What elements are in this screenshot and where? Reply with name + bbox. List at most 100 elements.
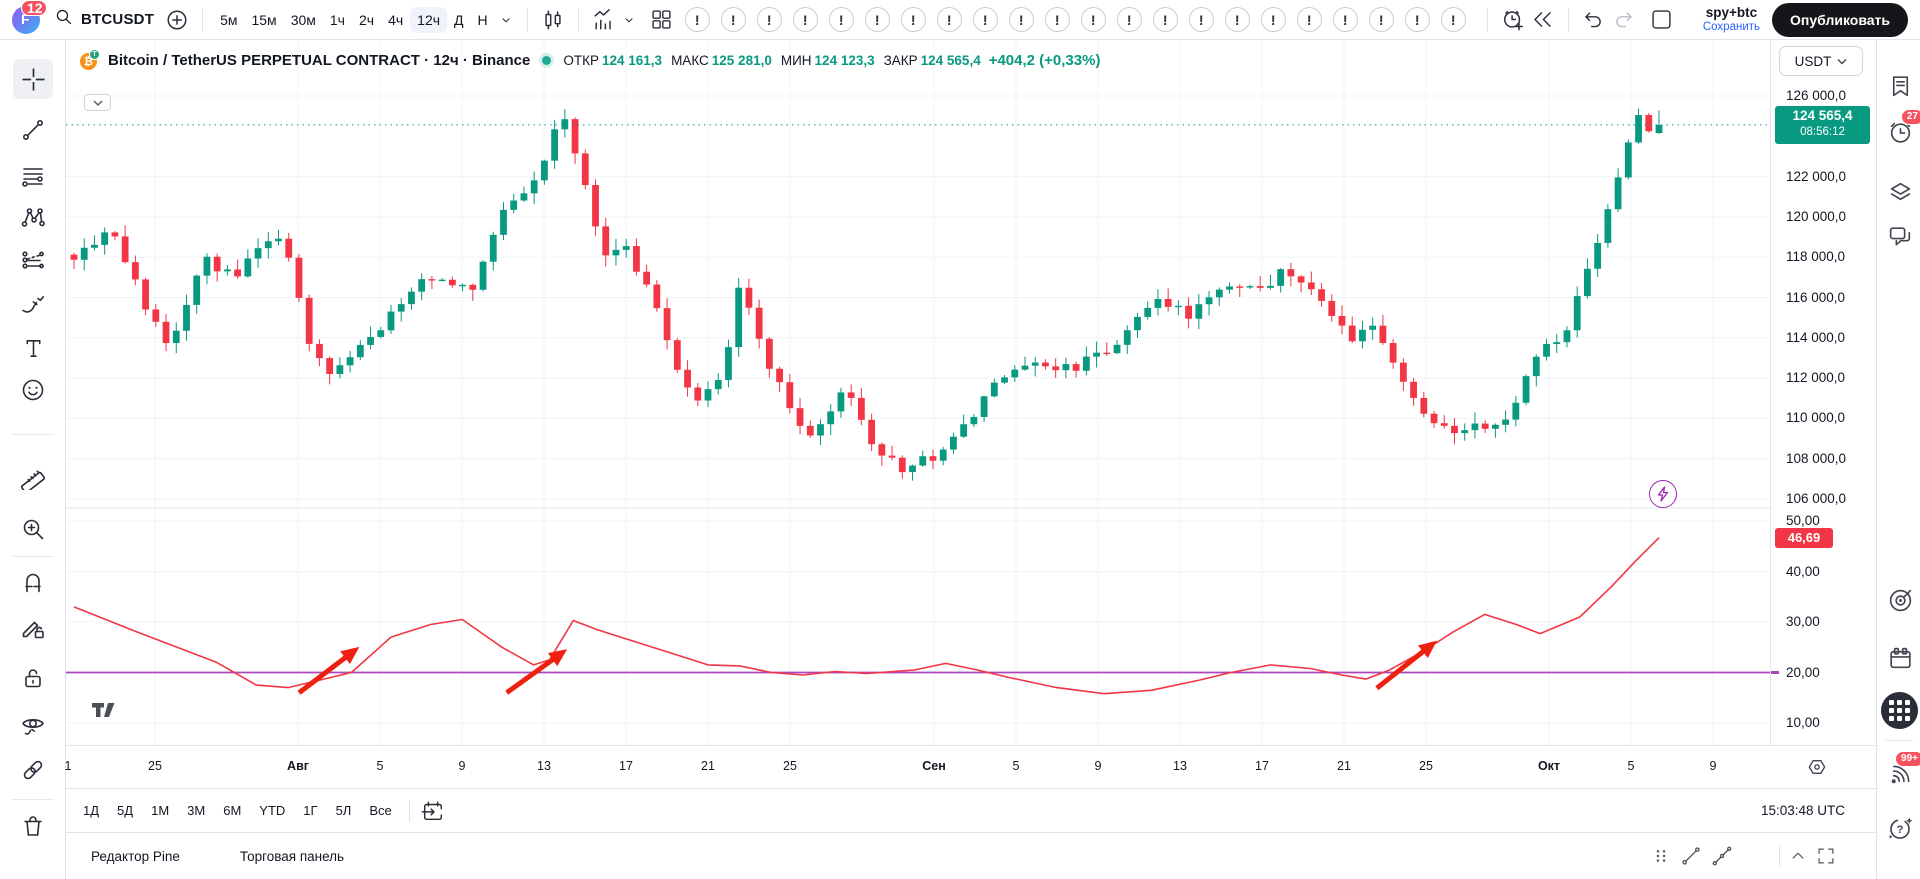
forecast-tool[interactable] [13,240,53,280]
currency-selector[interactable]: USDT [1779,46,1863,76]
create-alert-button[interactable] [1498,5,1528,35]
interval-Н[interactable]: Н [477,11,488,28]
alerts-button[interactable]: 27 [1884,109,1920,148]
range-5Л[interactable]: 5Л [335,803,352,818]
compare-add-button[interactable] [162,5,192,35]
interval-Д[interactable]: Д [454,11,464,28]
measure-tool[interactable] [13,457,53,497]
unloaded-button[interactable]: ! [1008,7,1034,32]
xabcd-pattern-tool[interactable] [13,198,53,238]
hide-all-tool[interactable] [13,705,53,745]
drawing-mode-tool[interactable] [13,608,53,648]
range-YTD[interactable]: YTD [259,803,286,818]
utc-clock[interactable]: 15:03:48 UTC [1760,803,1845,818]
unloaded-button[interactable]: ! [792,7,818,32]
range-1М[interactable]: 1М [151,803,170,818]
unloaded-button[interactable]: ! [684,7,710,32]
legend-collapse-button[interactable] [84,94,111,111]
chats-button[interactable] [1884,220,1916,252]
range-6М[interactable]: 6М [223,803,242,818]
unloaded-button[interactable]: ! [1404,7,1430,32]
chart-style-button[interactable] [538,5,568,35]
interval-30м[interactable]: 30м [290,11,316,28]
unloaded-button[interactable]: ! [1188,7,1214,32]
unloaded-button[interactable]: ! [1224,7,1250,32]
interval-5м[interactable]: 5м [220,11,238,28]
bar-replay-button[interactable] [1528,5,1558,35]
unloaded-button[interactable]: ! [864,7,890,32]
signal-arrow[interactable] [1375,640,1437,691]
drag-handle-icon[interactable] [1651,846,1671,866]
calendar-button[interactable] [1884,642,1916,674]
unloaded-button[interactable]: ! [1044,7,1070,32]
watchlist-button[interactable] [1884,70,1916,102]
interval-dropdown[interactable] [495,5,517,35]
unloaded-button[interactable]: ! [972,7,998,32]
apps-menu-button[interactable] [1881,692,1918,729]
magnet-tool[interactable] [13,563,53,603]
range-Все[interactable]: Все [369,803,392,818]
unloaded-button[interactable]: ! [1116,7,1142,32]
unloaded-button[interactable]: ! [900,7,926,32]
price-axis[interactable]: USDT 124 565,4 08:56:12 46,69 126 000,0 1… [1770,40,1876,745]
object-tree-button[interactable] [1884,176,1916,208]
market-status-dot[interactable] [542,55,552,65]
emoji-tool[interactable] [13,370,53,410]
streams-button[interactable]: 99+ [1884,751,1920,790]
tab-pine-editor[interactable]: Редактор Pine [91,848,180,864]
unloaded-button[interactable]: ! [936,7,962,32]
tradingview-watermark-logo[interactable] [92,703,120,727]
unloaded-button[interactable]: ! [1368,7,1394,32]
signal-arrow[interactable] [297,646,360,695]
layout-grid-button[interactable] [647,5,677,35]
fullscreen-icon[interactable] [1816,846,1836,866]
indicator-line[interactable] [73,537,1660,695]
interval-15м[interactable]: 15м [251,11,277,28]
instant-order-lightning-button[interactable] [1649,480,1677,508]
lock-all-tool[interactable] [13,658,53,698]
unloaded-button[interactable]: ! [1080,7,1106,32]
screener-button[interactable] [1884,584,1916,616]
chart-pane[interactable]: ₿ T Bitcoin / TetherUS PERPETUAL CONTRACT… [66,40,1770,745]
time-axis[interactable]: 1 25 Авг 5 9 13 17 21 25 Сен 5 9 13 17 21 25 Окт 5 9 [65,745,1876,788]
publish-button[interactable]: Опубликовать [1772,2,1908,37]
tab-trading-panel[interactable]: Торговая панель [239,848,345,864]
interval-4ч[interactable]: 4ч [388,11,404,28]
range-5Д[interactable]: 5Д [117,803,134,818]
interval-2ч[interactable]: 2ч [358,11,375,28]
interval-1ч[interactable]: 1ч [329,11,345,28]
unloaded-button[interactable]: ! [1260,7,1286,32]
drawing-multiline-icon[interactable] [1711,845,1733,867]
zoom-in-tool[interactable] [13,509,53,549]
drawing-line-icon[interactable] [1680,845,1702,867]
single-layout-button[interactable] [1647,5,1677,35]
unloaded-button[interactable]: ! [1152,7,1178,32]
redo-button[interactable] [1609,5,1639,35]
unloaded-button[interactable]: ! [1440,7,1466,32]
range-3М[interactable]: 3М [187,803,206,818]
unloaded-button[interactable]: ! [828,7,854,32]
save-layout-button[interactable]: spy+btc Сохранить [1703,5,1760,33]
signal-arrow[interactable] [505,649,568,695]
go-to-date-button[interactable] [418,796,448,826]
collapse-panel-chevron[interactable] [1789,847,1807,865]
indicators-button[interactable] [589,5,619,35]
remove-all-tool[interactable] [13,807,53,847]
undo-button[interactable] [1579,5,1609,35]
profile-avatar[interactable]: F 12 [12,0,47,34]
range-1Г[interactable]: 1Г [303,803,318,818]
symbol-title[interactable]: Bitcoin / TetherUS PERPETUAL CONTRACT · … [108,51,531,69]
range-1Д[interactable]: 1Д [83,803,100,818]
fib-retracement-tool[interactable] [13,157,53,197]
unloaded-button[interactable]: ! [1296,7,1322,32]
trend-line-tool[interactable] [13,110,53,150]
interval-12ч[interactable]: 12ч [410,6,448,33]
symbol-search[interactable]: BTCUSDT [54,7,154,32]
indicator-templates-dropdown[interactable] [619,5,639,35]
unloaded-button[interactable]: ! [1332,7,1358,32]
price-scale-settings-icon[interactable] [1806,756,1828,781]
brush-tool[interactable] [13,284,53,324]
text-tool[interactable] [13,328,53,368]
unloaded-button[interactable]: ! [756,7,782,32]
crosshair-tool[interactable] [13,59,53,99]
